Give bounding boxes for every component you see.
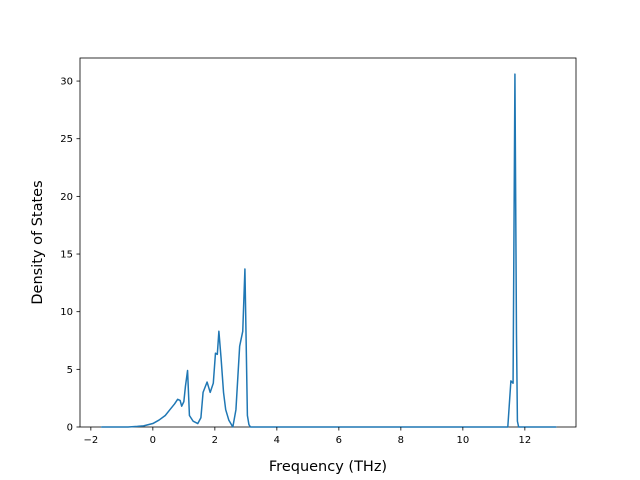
- x-tick-label: 12: [518, 435, 531, 446]
- series-line-0: [100, 73, 557, 428]
- y-tick-label: 20: [60, 192, 73, 203]
- x-tick-label: 8: [398, 435, 404, 446]
- y-tick-label: 10: [60, 307, 73, 318]
- y-tick-label: 30: [60, 77, 73, 88]
- y-tick-label: 0: [67, 423, 73, 434]
- plot-area-frame: [79, 57, 577, 428]
- y-tick-label: 5: [67, 365, 73, 376]
- series-layer: [100, 73, 557, 428]
- y-axis-title: Density of States: [30, 180, 46, 304]
- x-axis-title: Frequency (THz): [269, 459, 387, 475]
- x-tick-label: 4: [274, 435, 280, 446]
- y-tick-label: 25: [60, 134, 73, 145]
- x-tick-label: −2: [83, 435, 98, 446]
- y-axis-ticks: 0 5 10 15 20 25 30: [60, 77, 80, 434]
- x-tick-label: 6: [336, 435, 342, 446]
- x-tick-label: 0: [150, 435, 156, 446]
- y-tick-label: 15: [60, 250, 73, 261]
- x-tick-label: 2: [212, 435, 218, 446]
- x-tick-label: 10: [456, 435, 469, 446]
- x-axis-ticks: −2 0 2 4 6 8 10 12: [83, 427, 531, 446]
